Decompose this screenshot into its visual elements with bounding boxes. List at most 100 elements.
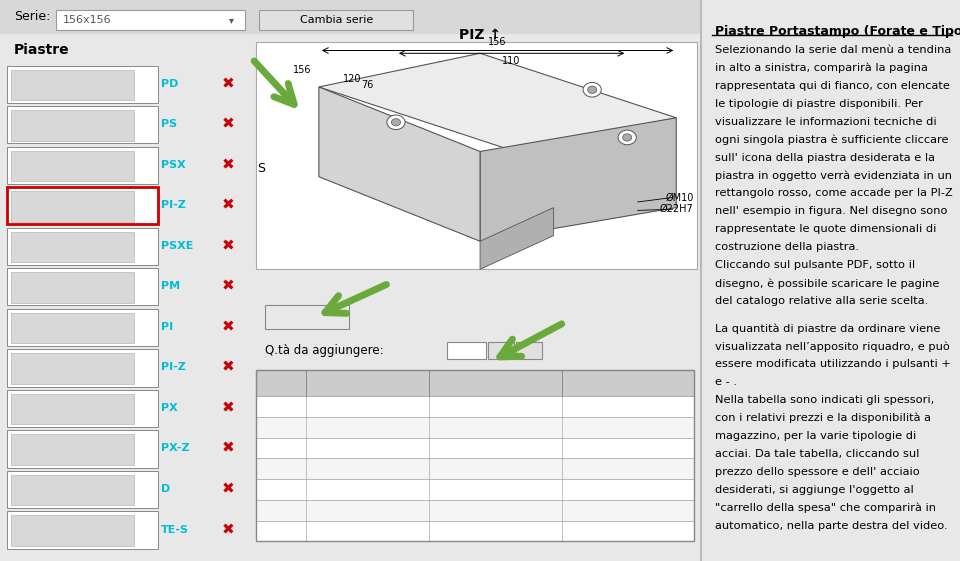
Text: ØM10: ØM10 bbox=[665, 192, 694, 203]
Bar bbox=[255, 479, 694, 500]
Text: Selezionando la serie dal menù a tendina: Selezionando la serie dal menù a tendina bbox=[715, 45, 951, 55]
Text: 156: 156 bbox=[294, 65, 312, 75]
Bar bbox=[255, 521, 694, 541]
Text: ✖: ✖ bbox=[222, 117, 234, 132]
Text: 120: 120 bbox=[344, 73, 362, 84]
Text: Nella tabella sono indicati gli spessori,: Nella tabella sono indicati gli spessori… bbox=[715, 395, 934, 405]
Text: La quantità di piastre da ordinare viene: La quantità di piastre da ordinare viene bbox=[715, 323, 940, 334]
Text: 66: 66 bbox=[274, 505, 288, 515]
Circle shape bbox=[583, 82, 601, 97]
Text: 31.00: 31.00 bbox=[351, 422, 383, 432]
Circle shape bbox=[588, 86, 597, 94]
Text: 61.00: 61.00 bbox=[351, 526, 383, 536]
FancyBboxPatch shape bbox=[7, 350, 157, 387]
Text: prezzo dello spessore e dell' acciaio: prezzo dello spessore e dell' acciaio bbox=[715, 467, 920, 477]
Text: ✖: ✖ bbox=[222, 76, 234, 91]
Text: 45.00: 45.00 bbox=[480, 402, 512, 411]
Text: PM: PM bbox=[161, 281, 180, 291]
Text: 56: 56 bbox=[274, 485, 288, 494]
FancyBboxPatch shape bbox=[7, 430, 157, 467]
Text: disegno, è possibile scaricare le pagine: disegno, è possibile scaricare le pagine bbox=[715, 278, 939, 289]
Text: 59.00: 59.00 bbox=[480, 443, 512, 453]
Text: rappresentate le quote dimensionali di: rappresentate le quote dimensionali di bbox=[715, 224, 936, 234]
Bar bbox=[255, 438, 694, 458]
Text: PI-Z: PI-Z bbox=[161, 200, 186, 210]
FancyBboxPatch shape bbox=[7, 471, 157, 508]
Text: automatico, nella parte destra del video.: automatico, nella parte destra del video… bbox=[715, 521, 948, 531]
Text: costruzione della piastra.: costruzione della piastra. bbox=[715, 242, 859, 252]
Text: ✖: ✖ bbox=[222, 279, 234, 294]
Text: ✖: ✖ bbox=[222, 157, 234, 172]
FancyBboxPatch shape bbox=[7, 66, 157, 103]
FancyBboxPatch shape bbox=[447, 342, 486, 359]
Polygon shape bbox=[319, 53, 676, 151]
Text: ✖: ✖ bbox=[222, 441, 234, 456]
FancyBboxPatch shape bbox=[56, 10, 246, 30]
FancyBboxPatch shape bbox=[7, 187, 157, 224]
Text: ✖: ✖ bbox=[222, 481, 234, 496]
FancyBboxPatch shape bbox=[12, 191, 133, 222]
Text: Piastre Portastampo (Forate e Tipo P):: Piastre Portastampo (Forate e Tipo P): bbox=[715, 25, 960, 38]
FancyBboxPatch shape bbox=[255, 42, 697, 269]
Text: del catalogo relative alla serie scelta.: del catalogo relative alla serie scelta. bbox=[715, 296, 928, 306]
Text: ✖: ✖ bbox=[222, 360, 234, 375]
Text: 27.00: 27.00 bbox=[351, 402, 383, 411]
FancyBboxPatch shape bbox=[12, 150, 133, 181]
Bar bbox=[255, 417, 694, 438]
Text: "carrello della spesa" che comparirà in: "carrello della spesa" che comparirà in bbox=[715, 503, 936, 513]
Text: con i relativi prezzi e la disponibilità a: con i relativi prezzi e la disponibilità… bbox=[715, 413, 931, 424]
Text: Q.tà da aggiungere:: Q.tà da aggiungere: bbox=[265, 343, 384, 357]
Text: le tipologie di piastre disponibili. Per: le tipologie di piastre disponibili. Per bbox=[715, 99, 923, 109]
Polygon shape bbox=[480, 118, 676, 241]
Text: PSX: PSX bbox=[161, 160, 186, 170]
Text: visualizzare le informazioni tecniche di: visualizzare le informazioni tecniche di bbox=[715, 117, 936, 127]
Text: rettangolo rosso, come accade per la PI-Z: rettangolo rosso, come accade per la PI-… bbox=[715, 188, 952, 199]
FancyBboxPatch shape bbox=[12, 110, 133, 141]
Text: +: + bbox=[496, 346, 506, 356]
Text: Cambia serie: Cambia serie bbox=[300, 15, 373, 25]
Text: ✖: ✖ bbox=[222, 198, 234, 213]
Text: 103.00: 103.00 bbox=[476, 526, 515, 536]
Text: 76: 76 bbox=[274, 526, 288, 536]
FancyBboxPatch shape bbox=[7, 309, 157, 346]
FancyBboxPatch shape bbox=[7, 390, 157, 427]
Text: ✖: ✖ bbox=[222, 522, 234, 537]
Bar bbox=[255, 370, 694, 396]
Text: 81.00: 81.00 bbox=[480, 485, 512, 494]
Text: S: S bbox=[256, 162, 265, 175]
FancyBboxPatch shape bbox=[7, 268, 157, 305]
FancyBboxPatch shape bbox=[516, 342, 541, 359]
Text: -: - bbox=[527, 346, 531, 356]
Text: 22: 22 bbox=[274, 402, 288, 411]
FancyBboxPatch shape bbox=[489, 342, 514, 359]
Circle shape bbox=[392, 118, 400, 126]
Text: piastra in oggetto verrà evidenziata in un: piastra in oggetto verrà evidenziata in … bbox=[715, 171, 952, 181]
Text: 50.00: 50.00 bbox=[480, 422, 512, 432]
Text: PS: PS bbox=[161, 119, 178, 129]
FancyBboxPatch shape bbox=[265, 305, 349, 329]
Text: PI-Z: PI-Z bbox=[161, 362, 186, 373]
Bar bbox=[0, 0, 701, 34]
Text: D: D bbox=[161, 484, 171, 494]
Circle shape bbox=[387, 115, 405, 130]
FancyBboxPatch shape bbox=[7, 512, 157, 549]
Text: Ø22H7: Ø22H7 bbox=[660, 204, 694, 214]
Text: TE-S: TE-S bbox=[161, 525, 189, 535]
Text: nell' esempio in figura. Nel disegno sono: nell' esempio in figura. Nel disegno son… bbox=[715, 206, 948, 217]
Text: rappresentata qui di fianco, con elencate: rappresentata qui di fianco, con elencat… bbox=[715, 81, 949, 91]
Text: desiderati, si aggiunge l'oggetto al: desiderati, si aggiunge l'oggetto al bbox=[715, 485, 914, 495]
Text: PIZ ↑: PIZ ↑ bbox=[459, 28, 501, 42]
Text: 36: 36 bbox=[274, 443, 288, 453]
Text: 76: 76 bbox=[361, 80, 373, 90]
Text: 1: 1 bbox=[463, 346, 469, 356]
Text: PI: PI bbox=[161, 322, 174, 332]
Text: e - .: e - . bbox=[715, 377, 737, 387]
FancyBboxPatch shape bbox=[12, 394, 133, 424]
Text: magazzino, per la varie tipologie di: magazzino, per la varie tipologie di bbox=[715, 431, 916, 441]
Text: ✖: ✖ bbox=[222, 319, 234, 334]
Text: sull' icona della piastra desiderata e la: sull' icona della piastra desiderata e l… bbox=[715, 153, 935, 163]
Text: ▾: ▾ bbox=[228, 15, 233, 25]
FancyBboxPatch shape bbox=[12, 353, 133, 384]
Text: ✖: ✖ bbox=[222, 238, 234, 253]
Text: visualizzata nell’apposito riquadro, e può: visualizzata nell’apposito riquadro, e p… bbox=[715, 341, 949, 352]
